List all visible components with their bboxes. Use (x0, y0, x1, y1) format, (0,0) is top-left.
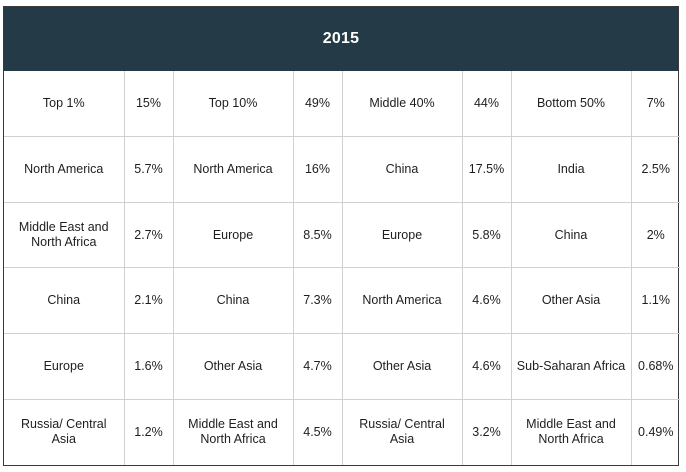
table-row: Top 1% 15% Top 10% 49% Middle 40% 44% Bottom 5… (4, 71, 680, 138)
share-cell: 17.5% (461, 136, 512, 203)
group-cell: Sub-Saharan Africa (510, 333, 632, 400)
group-cell: China (4, 267, 125, 335)
share-cell: 1.1% (630, 267, 680, 335)
table-row: Middle East and North Africa 2.7% Europe 8.… (4, 201, 680, 269)
group-cell: India (510, 136, 632, 203)
table-row: Europe 1.6% Other Asia 4.7% Other Asia 4.6% Su… (4, 333, 680, 400)
group-cell: Middle East and North Africa (4, 201, 125, 269)
group-cell: Other Asia (510, 267, 632, 335)
share-cell: 2.1% (123, 267, 174, 335)
table-row: North America 5.7% North America 16% China 17… (4, 136, 680, 203)
share-cell: 0.49% (630, 398, 680, 465)
share-cell: 15% (123, 71, 174, 138)
share-cell: 5.7% (123, 136, 174, 203)
share-cell: 8.5% (292, 201, 343, 269)
group-cell: Other Asia (172, 333, 294, 400)
group-cell: China (510, 201, 632, 269)
group-cell: Top 10% (172, 71, 294, 138)
group-cell: Top 1% (4, 71, 125, 138)
group-cell: Europe (4, 333, 125, 400)
group-cell: North America (172, 136, 294, 203)
share-cell: 2% (630, 201, 680, 269)
share-cell: 7.3% (292, 267, 343, 335)
share-cell: 2.7% (123, 201, 174, 269)
table-row: Russia/ Central Asia 1.2% Middle East and … (4, 398, 680, 465)
group-cell: North America (341, 267, 463, 335)
table-body: Top 1% 15% Top 10% 49% Middle 40% 44% Bottom 5… (4, 71, 680, 465)
table-title: 2015 (4, 7, 678, 71)
income-share-table: Top 1% 15% Top 10% 49% Middle 40% 44% Bottom 5… (4, 71, 680, 465)
share-cell: 1.6% (123, 333, 174, 400)
group-cell: Other Asia (341, 333, 463, 400)
share-cell: 16% (292, 136, 343, 203)
share-cell: 44% (461, 71, 512, 138)
share-cell: 0.68% (630, 333, 680, 400)
group-cell: Russia/ Central Asia (4, 398, 125, 465)
group-cell: China (341, 136, 463, 203)
share-cell: 1.2% (123, 398, 174, 465)
data-table-frame: 2015 Top 1% 15% Top 10% 49% Middle 40% 44% Bot… (3, 6, 680, 466)
group-cell: Bottom 50% (510, 71, 632, 138)
share-cell: 4.5% (292, 398, 343, 465)
share-cell: 4.6% (461, 333, 512, 400)
group-cell: China (172, 267, 294, 335)
group-cell: Europe (172, 201, 294, 269)
share-cell: 2.5% (630, 136, 680, 203)
table-row: China 2.1% China 7.3% North America 4.6% Other… (4, 267, 680, 335)
group-cell: Russia/ Central Asia (341, 398, 463, 465)
share-cell: 49% (292, 71, 343, 138)
share-cell: 4.7% (292, 333, 343, 400)
group-cell: Middle 40% (341, 71, 463, 138)
group-cell: North America (4, 136, 125, 203)
group-cell: Middle East and North Africa (510, 398, 632, 465)
share-cell: 5.8% (461, 201, 512, 269)
share-cell: 3.2% (461, 398, 512, 465)
share-cell: 7% (630, 71, 680, 138)
group-cell: Europe (341, 201, 463, 269)
group-cell: Middle East and North Africa (172, 398, 294, 465)
share-cell: 4.6% (461, 267, 512, 335)
